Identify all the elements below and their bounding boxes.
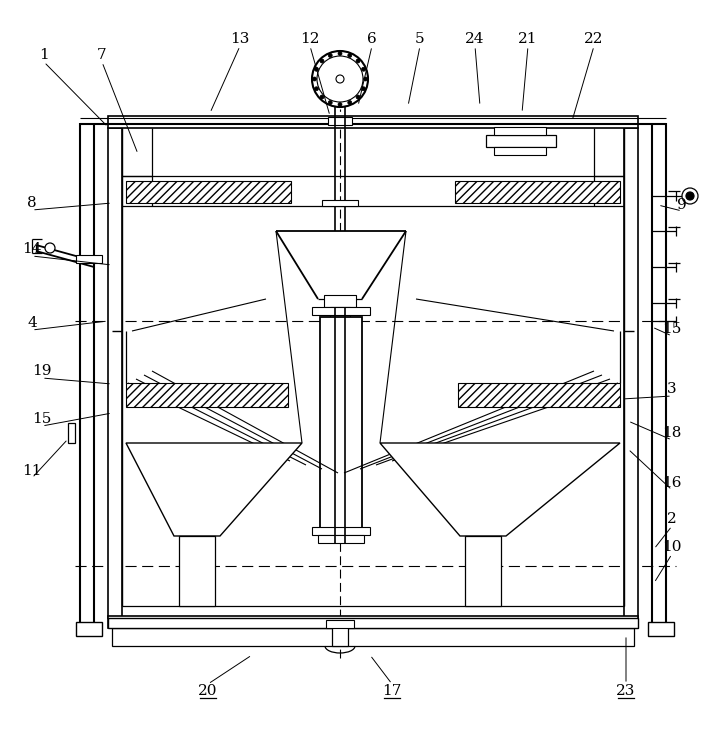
Text: 11: 11 [22,464,42,478]
Text: 6: 6 [367,32,377,46]
Bar [312,307,370,315]
Text: 2: 2 [667,512,677,526]
Text: 21: 21 [518,32,538,46]
Circle shape [338,52,342,56]
Circle shape [336,75,344,83]
Bar [465,536,501,606]
Circle shape [312,51,368,107]
Bar [108,128,122,618]
Text: 9: 9 [677,198,687,212]
Bar [179,536,215,606]
Bar [326,620,354,628]
Bar [494,147,546,155]
Circle shape [682,188,698,204]
Text: 24: 24 [465,32,485,46]
Bar [126,383,288,407]
Polygon shape [380,443,620,536]
Circle shape [338,102,342,107]
Circle shape [313,77,316,81]
Text: 10: 10 [662,540,682,554]
Bar [108,616,638,628]
Bar [312,527,370,535]
Circle shape [320,59,324,63]
Circle shape [320,95,324,99]
Polygon shape [126,443,302,536]
Bar [76,255,102,263]
Text: 19: 19 [32,364,52,378]
Bar [112,628,634,646]
Circle shape [314,68,319,71]
Polygon shape [276,231,406,299]
Bar [126,181,291,203]
Text: 1: 1 [39,48,49,62]
Bar [494,127,546,135]
Text: 18: 18 [663,426,682,440]
Bar [322,200,358,206]
Text: 15: 15 [32,412,52,426]
Text: 3: 3 [667,382,677,396]
Text: 22: 22 [584,32,604,46]
Circle shape [362,68,365,71]
Bar [108,116,638,128]
Text: 4: 4 [27,316,37,330]
Circle shape [348,101,352,104]
Text: 23: 23 [616,684,636,698]
Circle shape [686,192,694,200]
Text: 17: 17 [383,684,402,698]
Bar [68,423,75,443]
Circle shape [45,243,55,253]
Text: 20: 20 [198,684,218,698]
Bar [648,622,674,636]
Bar [332,626,348,646]
Bar [458,383,620,407]
Bar [624,128,638,618]
Circle shape [356,59,360,63]
Circle shape [328,101,332,104]
Text: 12: 12 [300,32,320,46]
Bar [320,317,362,543]
Circle shape [314,87,319,91]
Text: 15: 15 [663,322,682,336]
Text: 5: 5 [415,32,424,46]
Circle shape [328,53,332,57]
Bar [318,535,364,543]
Bar [324,295,356,307]
Bar [486,135,556,147]
Circle shape [356,95,360,99]
Text: 16: 16 [662,476,682,490]
Text: 7: 7 [97,48,107,62]
Bar [76,622,102,636]
Bar [455,181,620,203]
Circle shape [317,56,363,102]
Circle shape [348,53,352,57]
Circle shape [362,87,365,91]
Text: 8: 8 [27,196,37,210]
Bar [108,618,638,628]
Circle shape [363,77,368,81]
Text: 14: 14 [22,242,42,256]
Text: 13: 13 [230,32,250,46]
Bar [328,117,352,125]
Bar [330,307,350,317]
